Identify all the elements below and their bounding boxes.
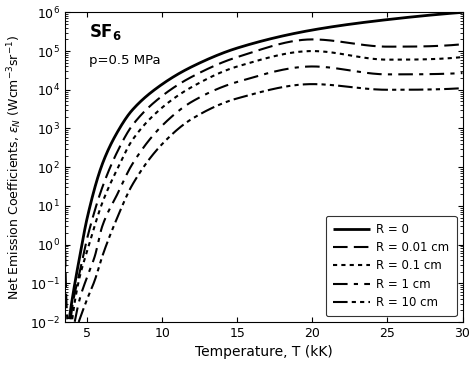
Line: R = 0.01 cm: R = 0.01 cm xyxy=(65,39,463,319)
R = 1 cm xyxy=(303,65,309,69)
Text: p=0.5 MPa: p=0.5 MPa xyxy=(89,54,160,67)
R = 0 xyxy=(405,15,410,20)
R = 10 cm xyxy=(315,82,321,87)
R = 10 cm xyxy=(293,83,298,87)
R = 10 cm xyxy=(303,82,309,87)
R = 0.1 cm xyxy=(315,49,321,53)
R = 1 cm xyxy=(460,71,466,75)
Legend: R = 0, R = 0.01 cm, R = 0.1 cm, R = 1 cm, R = 10 cm: R = 0, R = 0.01 cm, R = 0.1 cm, R = 1 cm… xyxy=(326,216,456,316)
R = 1 cm xyxy=(293,65,298,70)
R = 0 xyxy=(86,207,92,212)
R = 0.01 cm xyxy=(293,38,299,43)
R = 0.01 cm xyxy=(460,42,466,46)
Text: $\mathbf{SF_6}$: $\mathbf{SF_6}$ xyxy=(89,22,122,42)
R = 0.01 cm xyxy=(316,37,321,42)
R = 1 cm xyxy=(364,71,369,75)
R = 10 cm xyxy=(405,88,410,92)
R = 10 cm xyxy=(364,87,369,91)
R = 0 xyxy=(364,20,369,24)
R = 0 xyxy=(315,27,321,31)
R = 0.01 cm xyxy=(304,37,309,42)
R = 0 xyxy=(303,29,309,33)
Line: R = 0: R = 0 xyxy=(69,12,463,319)
R = 0.1 cm xyxy=(405,57,410,62)
R = 0.01 cm xyxy=(87,227,92,231)
R = 0.1 cm xyxy=(86,242,92,246)
R = 0.1 cm xyxy=(460,55,466,59)
R = 0.01 cm xyxy=(405,45,411,49)
R = 1 cm xyxy=(405,72,410,77)
R = 0 xyxy=(460,10,466,15)
Y-axis label: Net Emission Coefficients, $\varepsilon_N$ (Wcm$^{-3}$sr$^{-1}$): Net Emission Coefficients, $\varepsilon_… xyxy=(6,35,24,300)
R = 1 cm xyxy=(315,64,321,69)
R = 0.1 cm xyxy=(364,56,369,60)
Line: R = 0.1 cm: R = 0.1 cm xyxy=(72,51,463,319)
R = 10 cm xyxy=(86,292,92,296)
R = 0.01 cm xyxy=(62,229,68,233)
R = 10 cm xyxy=(460,86,466,91)
R = 0.01 cm xyxy=(364,43,370,47)
Line: R = 10 cm: R = 10 cm xyxy=(79,84,463,322)
Line: R = 1 cm: R = 1 cm xyxy=(75,66,463,322)
R = 1 cm xyxy=(86,269,92,274)
R = 0 xyxy=(293,31,298,35)
R = 0.1 cm xyxy=(293,50,298,54)
R = 0.1 cm xyxy=(303,49,309,53)
X-axis label: Temperature, T (kK): Temperature, T (kK) xyxy=(195,345,333,360)
